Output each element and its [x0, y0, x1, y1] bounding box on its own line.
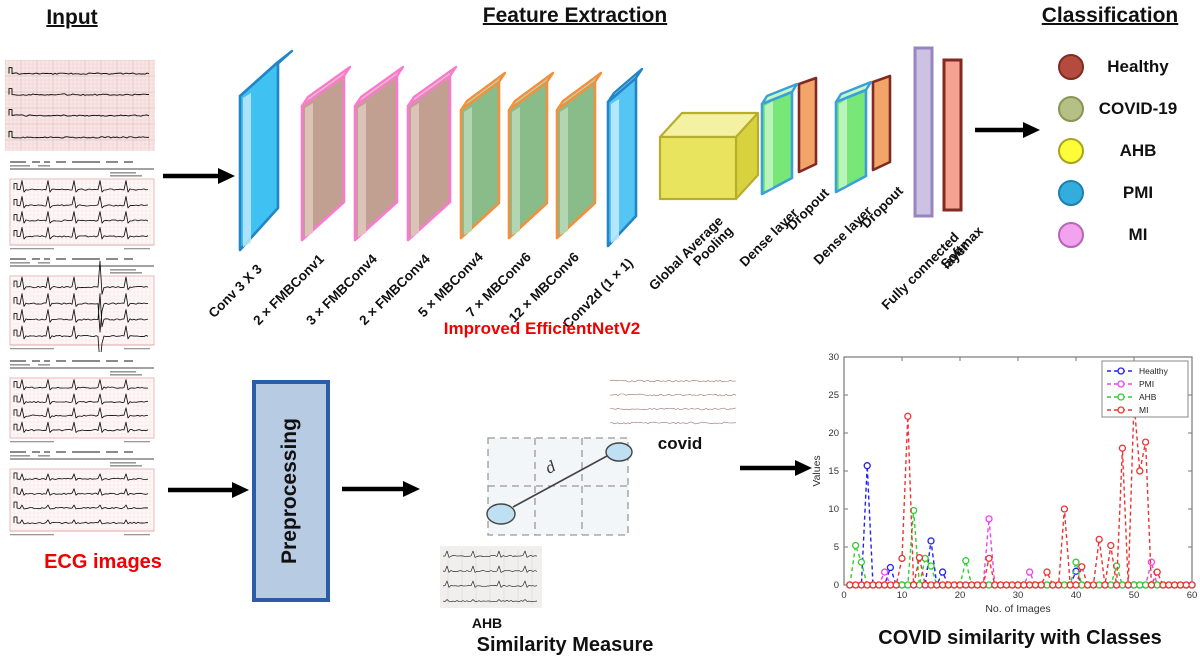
class-row-3: PMI: [1040, 172, 1192, 214]
class-row-2: AHB: [1040, 130, 1192, 172]
similarity-chart: 0 10 20 30 40 50 60 0 5 10 15 20 25 30 No. of Images Va…: [811, 352, 1198, 615]
ecg-image-2: [8, 158, 156, 252]
chart-legend: Healthy PMI AHB MI: [1101, 360, 1189, 418]
class-label: PMI: [1122, 183, 1154, 202]
svg-text:MI: MI: [1139, 405, 1148, 415]
preprocessing-box: [252, 380, 330, 602]
svg-text:60: 60: [1187, 590, 1198, 601]
svg-text:AHB: AHB: [1139, 392, 1157, 402]
class-label: MI: [1128, 225, 1148, 244]
preprocessing-label: Preprocessing: [278, 418, 301, 564]
class-legend: Healthy COVID-19 AHB PMI MI: [1040, 46, 1192, 256]
classification-header: Classification: [1041, 4, 1179, 27]
svg-text:25: 25: [828, 390, 839, 401]
svg-text:Healthy: Healthy: [1139, 366, 1169, 376]
class-color-dot: [1058, 96, 1084, 122]
ecg-image-4: [8, 357, 156, 445]
svg-text:30: 30: [1013, 590, 1024, 601]
ecg-image-covid: [609, 379, 737, 425]
similarity-caption: Similarity Measure: [476, 634, 654, 656]
ahb-point-label: AHB: [471, 615, 503, 631]
svg-text:50: 50: [1129, 590, 1140, 601]
svg-text:20: 20: [955, 590, 966, 601]
class-label: Healthy: [1107, 57, 1169, 76]
class-color-dot: [1058, 222, 1084, 248]
class-color-dot: [1058, 138, 1084, 164]
svg-text:PMI: PMI: [1139, 379, 1154, 389]
ecg-image-1: [5, 60, 155, 151]
class-color-dot: [1058, 54, 1084, 80]
svg-text:0: 0: [841, 590, 846, 601]
chart-series-MI: [846, 398, 1196, 589]
class-row-0: Healthy: [1040, 46, 1192, 88]
ecg-image-3: [8, 255, 156, 352]
svg-text:10: 10: [828, 504, 839, 515]
svg-text:Values: Values: [811, 455, 823, 486]
feature-extraction-header: Feature Extraction: [482, 4, 668, 27]
svg-text:40: 40: [1071, 590, 1082, 601]
svg-text:15: 15: [828, 466, 839, 477]
ecg-image-ahb: [440, 546, 542, 608]
class-label: AHB: [1119, 141, 1157, 160]
svg-text:20: 20: [828, 428, 839, 439]
class-label: COVID-19: [1098, 99, 1178, 118]
ecg-image-5: [8, 448, 156, 538]
input-header: Input: [46, 6, 98, 29]
chart-caption: COVID similarity with Classes: [878, 627, 1162, 649]
svg-text:30: 30: [828, 352, 839, 363]
svg-text:No. of Images: No. of Images: [985, 603, 1050, 615]
covid-point-label: covid: [657, 434, 703, 453]
svg-text:5: 5: [834, 542, 839, 553]
svg-text:0: 0: [834, 580, 839, 591]
svg-text:10: 10: [897, 590, 908, 601]
class-row-4: MI: [1040, 214, 1192, 256]
class-row-1: COVID-19: [1040, 88, 1192, 130]
ecg-images-caption: ECG images: [44, 551, 162, 573]
backbone-caption: Improved EfficientNetV2: [443, 319, 641, 338]
class-color-dot: [1058, 180, 1084, 206]
